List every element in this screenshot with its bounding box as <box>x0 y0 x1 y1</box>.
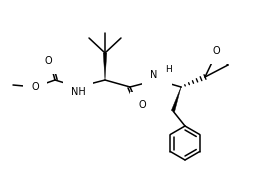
Polygon shape <box>103 53 107 80</box>
Polygon shape <box>171 87 181 112</box>
Text: O: O <box>213 46 220 56</box>
Text: NH: NH <box>150 70 164 80</box>
Text: O: O <box>138 100 146 110</box>
Text: O: O <box>31 82 39 92</box>
Text: O: O <box>44 56 52 66</box>
Text: NH: NH <box>71 87 85 97</box>
Text: H: H <box>166 66 172 75</box>
